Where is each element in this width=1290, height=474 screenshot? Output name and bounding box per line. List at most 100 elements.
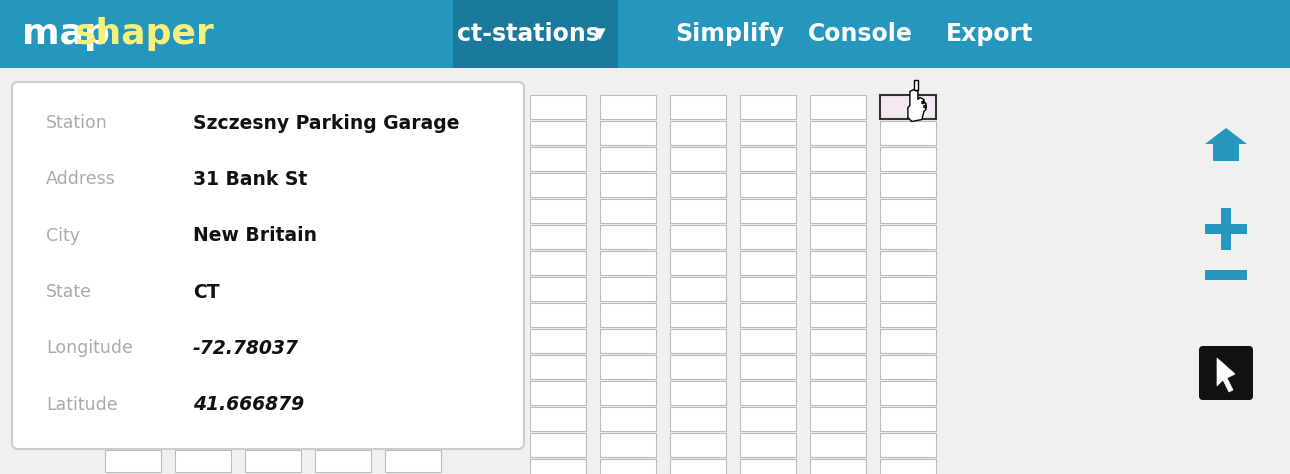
Bar (670, 381, 726, 405)
Bar (0, 0, 1290, 68)
Bar (880, 407, 937, 431)
Bar (880, 355, 937, 379)
Bar (810, 329, 866, 353)
Text: CT: CT (194, 283, 219, 301)
Bar (740, 277, 796, 301)
Bar (1205, 270, 1247, 280)
Text: Latitude: Latitude (46, 396, 117, 414)
Text: Console: Console (808, 22, 912, 46)
Bar (740, 303, 796, 327)
Bar (740, 407, 796, 431)
Bar (530, 173, 586, 197)
Bar (670, 355, 726, 379)
Bar (453, 0, 618, 68)
Text: Longitude: Longitude (46, 339, 133, 357)
Bar (530, 147, 586, 171)
Bar (1205, 224, 1247, 234)
Polygon shape (1216, 358, 1235, 392)
Bar (175, 450, 231, 472)
Bar (810, 173, 866, 197)
Bar (600, 329, 657, 353)
FancyBboxPatch shape (12, 82, 524, 449)
Bar (740, 225, 796, 249)
Text: New Britain: New Britain (194, 226, 317, 245)
Bar (600, 303, 657, 327)
Polygon shape (1205, 128, 1247, 144)
Bar (880, 95, 937, 119)
Text: Export: Export (947, 22, 1033, 46)
Bar (670, 225, 726, 249)
Text: map: map (22, 17, 110, 51)
Bar (670, 251, 726, 275)
Bar (530, 199, 586, 223)
Bar (740, 199, 796, 223)
Bar (880, 277, 937, 301)
Text: ct-stations: ct-stations (457, 22, 600, 46)
Bar (740, 355, 796, 379)
Bar (670, 303, 726, 327)
Bar (600, 147, 657, 171)
Bar (0, 68, 1290, 474)
Text: -72.78037: -72.78037 (194, 339, 299, 358)
Bar (880, 329, 937, 353)
Text: 41.666879: 41.666879 (194, 395, 304, 414)
Bar (384, 450, 441, 472)
Bar (880, 173, 937, 197)
Text: ▼: ▼ (595, 27, 606, 42)
Bar (740, 95, 796, 119)
Text: Szczesny Parking Garage: Szczesny Parking Garage (194, 113, 459, 133)
Bar (530, 459, 586, 474)
Bar (600, 277, 657, 301)
Bar (810, 355, 866, 379)
Bar (600, 251, 657, 275)
Bar (600, 199, 657, 223)
Bar (600, 459, 657, 474)
Bar (810, 277, 866, 301)
Bar (670, 277, 726, 301)
Bar (880, 433, 937, 457)
Bar (740, 251, 796, 275)
Bar (740, 173, 796, 197)
Bar (810, 407, 866, 431)
Bar (600, 407, 657, 431)
Bar (880, 199, 937, 223)
Bar (670, 433, 726, 457)
Text: Address: Address (46, 170, 116, 188)
Bar (810, 251, 866, 275)
Bar (530, 225, 586, 249)
Bar (600, 433, 657, 457)
Bar (810, 95, 866, 119)
Bar (530, 407, 586, 431)
Bar (1222, 208, 1231, 250)
Text: State: State (46, 283, 92, 301)
Bar (880, 147, 937, 171)
Text: Simplify: Simplify (676, 22, 784, 46)
Bar (810, 433, 866, 457)
Bar (530, 433, 586, 457)
Text: City: City (46, 227, 80, 245)
Bar (670, 407, 726, 431)
Bar (740, 121, 796, 145)
Bar (670, 121, 726, 145)
Bar (530, 355, 586, 379)
Bar (530, 251, 586, 275)
Bar (880, 251, 937, 275)
Bar (530, 277, 586, 301)
Bar (740, 459, 796, 474)
Bar (740, 381, 796, 405)
Polygon shape (913, 80, 918, 90)
Bar (1213, 143, 1238, 161)
Bar (600, 225, 657, 249)
Bar (810, 225, 866, 249)
Bar (880, 303, 937, 327)
Bar (600, 95, 657, 119)
Bar (530, 121, 586, 145)
Bar (810, 199, 866, 223)
Bar (880, 121, 937, 145)
Bar (810, 121, 866, 145)
Bar (315, 450, 372, 472)
Text: shaper: shaper (74, 17, 214, 51)
Bar (880, 459, 937, 474)
Bar (810, 459, 866, 474)
Bar (880, 225, 937, 249)
